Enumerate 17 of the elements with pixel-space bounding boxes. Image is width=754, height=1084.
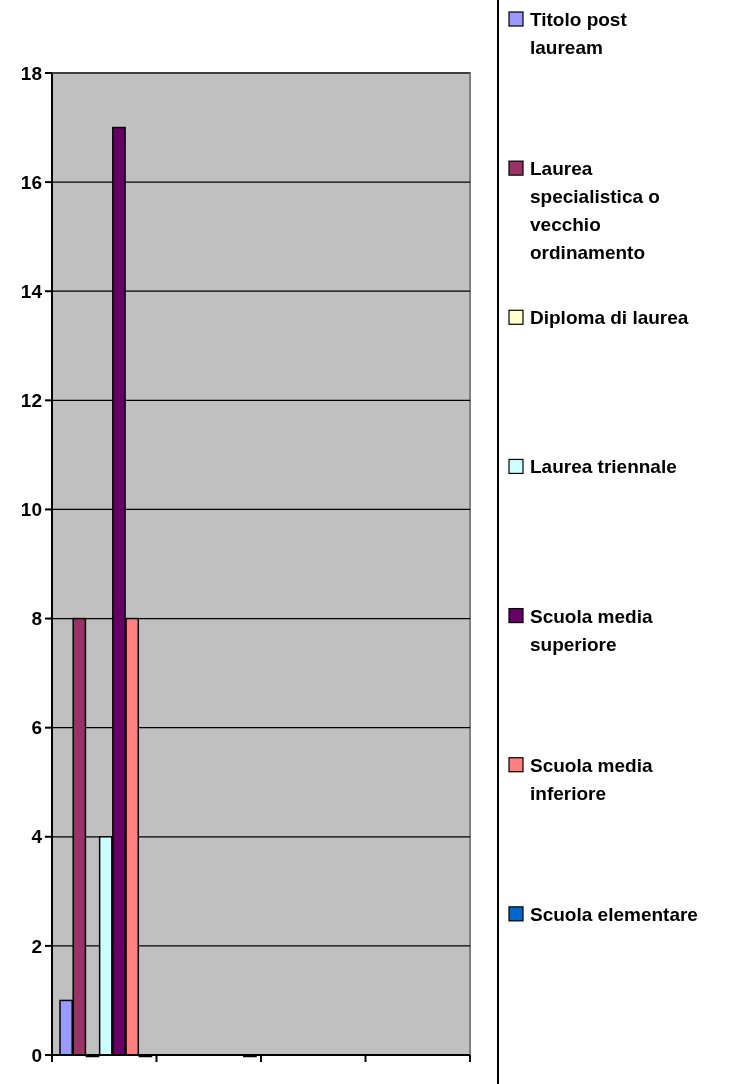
y-tick-label: 6 (31, 717, 42, 739)
y-tick-label: 10 (20, 499, 42, 521)
y-tick-label: 14 (20, 280, 43, 302)
legend-label: Scuola elementare (530, 903, 698, 925)
y-tick-label: 2 (31, 935, 42, 957)
y-tick-label: 18 (20, 62, 42, 84)
y-tick-label: 16 (20, 171, 42, 193)
legend-label: Diploma di laurea (530, 307, 689, 329)
y-tick-label: 0 (31, 1044, 42, 1066)
legend-label: Laurea specialistica o vecchio ordinamento (530, 158, 660, 264)
y-tick-label: 12 (20, 389, 42, 411)
legend-label: Scuola media superiore (530, 605, 653, 655)
y-tick-label: 8 (31, 608, 42, 630)
legend-label: Titolo post lauream (530, 9, 628, 58)
legend-label: Laurea triennale (530, 456, 677, 478)
y-tick-label: 4 (31, 826, 43, 848)
legend-label: Scuola media inferiore (530, 754, 653, 804)
